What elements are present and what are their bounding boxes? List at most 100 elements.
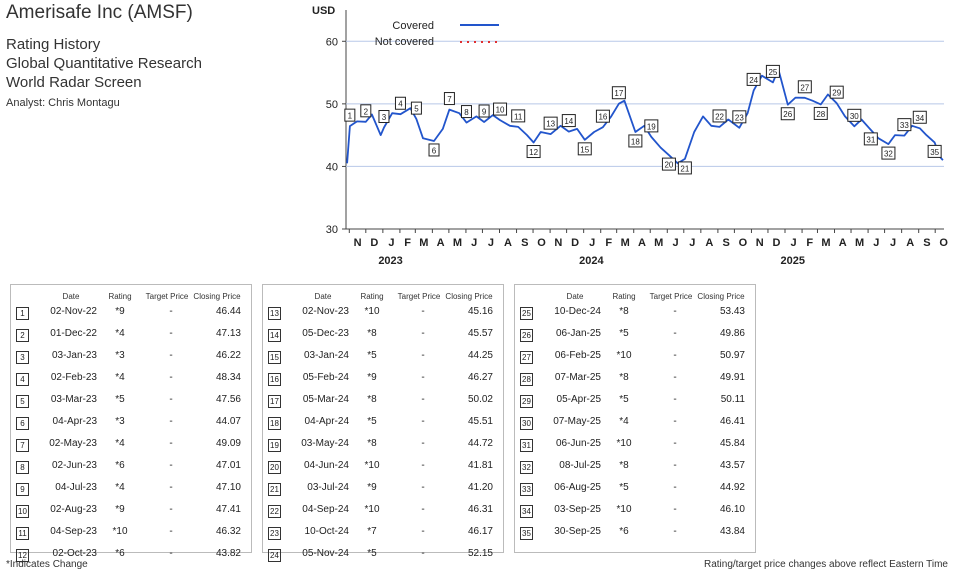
closing-price-cell: 45.16 (467, 306, 493, 317)
date-cell: 03-May-24 (301, 438, 349, 449)
date-cell: 02-Oct-23 (52, 548, 97, 559)
target-price-cell: - (421, 394, 425, 405)
rating-marker-label: 11 (514, 112, 523, 121)
rating-cell: *5 (619, 394, 629, 405)
rating-marker-label: 25 (768, 68, 777, 77)
date-cell: 02-May-23 (49, 438, 97, 449)
target-price-cell: - (169, 438, 173, 449)
rating-marker (410, 101, 422, 115)
x-tick-label: F (806, 237, 813, 249)
rating-marker-label: 5 (414, 105, 419, 114)
rating-cell: *5 (619, 328, 629, 339)
closing-price-cell: 47.13 (215, 328, 241, 339)
rating-marker-label: 19 (647, 122, 656, 131)
column-header-rating: Rating (108, 292, 132, 301)
rating-marker-label: 10 (496, 106, 505, 115)
target-price-cell: - (421, 416, 425, 427)
table-row: 30 07-May-25 *4 - 46.41 (515, 412, 755, 434)
rating-marker (394, 96, 406, 110)
date-cell: 07-Mar-25 (554, 372, 601, 383)
x-year-label: 2023 (378, 255, 402, 267)
target-price-cell: - (673, 526, 677, 537)
x-tick-label: S (923, 237, 930, 249)
rating-cell: *10 (616, 504, 632, 515)
rating-marker-label: 13 (546, 120, 555, 129)
date-cell: 04-Jul-23 (55, 482, 97, 493)
target-price-cell: - (673, 328, 677, 339)
timezone-note: Rating/target price changes above reflec… (703, 559, 948, 570)
row-number-box: 27 (520, 351, 533, 364)
row-number-box: 10 (16, 505, 29, 518)
date-cell: 05-Nov-24 (302, 548, 349, 559)
rating-table-panel-1: Date Rating Target Price Closing Price 1 02-N… (10, 284, 252, 562)
table-row: 16 05-Feb-24 *9 - 46.27 (263, 368, 503, 390)
target-price-cell: - (421, 504, 425, 515)
x-tick-label: A (705, 237, 713, 249)
table-row: 34 03-Sep-25 *10 - 46.10 (515, 500, 755, 522)
rating-cell: *10 (364, 504, 380, 515)
rating-table-panel-3: Date Rating Target Price Closing Price 25 10-… (514, 284, 756, 553)
target-price-cell: - (169, 328, 173, 339)
rating-marker (813, 106, 828, 120)
rating-marker (561, 114, 576, 128)
target-price-cell: - (673, 350, 677, 361)
rating-cell: *9 (115, 306, 125, 317)
closing-price-cell: 50.97 (719, 350, 745, 361)
x-tick-label: N (756, 237, 764, 249)
table-row: 21 03-Jul-24 *9 - 41.20 (263, 478, 503, 500)
closing-price-cell: 44.72 (467, 438, 493, 449)
rating-marker (881, 146, 896, 160)
rating-marker (863, 132, 878, 146)
x-tick-label: M (654, 237, 663, 249)
date-cell: 03-Jan-23 (51, 350, 97, 361)
column-header-date: Date (566, 292, 584, 301)
table-row: 23 10-Oct-24 *7 - 46.17 (263, 522, 503, 544)
rating-cell: *8 (619, 372, 629, 383)
x-tick-label: J (388, 237, 394, 249)
rating-marker-label: 3 (382, 113, 387, 122)
row-number-box: 17 (268, 395, 281, 408)
table-row: 13 02-Nov-23 *10 - 45.16 (263, 302, 503, 324)
target-price-cell: - (169, 350, 173, 361)
rating-cell: *3 (115, 350, 125, 361)
table-row: 4 02-Feb-23 *4 - 48.34 (11, 368, 251, 390)
table-row: 15 03-Jan-24 *5 - 44.25 (263, 346, 503, 368)
table-row: 31 06-Jun-25 *10 - 45.84 (515, 434, 755, 456)
date-cell: 04-Sep-24 (302, 504, 349, 515)
target-price-cell: - (673, 372, 677, 383)
table-row: 27 06-Feb-25 *10 - 50.97 (515, 346, 755, 368)
target-price-cell: - (421, 460, 425, 471)
closing-price-cell: 41.81 (467, 460, 493, 471)
rating-marker-label: 7 (447, 95, 452, 104)
row-number-box: 28 (520, 373, 533, 386)
x-tick-label: S (722, 237, 729, 249)
date-cell: 10-Dec-24 (554, 306, 601, 317)
x-tick-label: M (855, 237, 864, 249)
x-tick-label: A (906, 237, 914, 249)
rating-marker (912, 110, 927, 124)
column-header-target: Target Price (649, 292, 693, 301)
rating-cell: *4 (115, 438, 125, 449)
closing-price-cell: 45.84 (719, 438, 745, 449)
row-number-box: 14 (268, 329, 281, 342)
rating-cell: *5 (115, 394, 125, 405)
table-row: 22 04-Sep-24 *10 - 46.31 (263, 500, 503, 522)
table-row: 1 02-Nov-22 *9 - 46.44 (11, 302, 251, 324)
closing-price-cell: 52.15 (467, 548, 493, 559)
closing-price-cell: 43.84 (719, 526, 745, 537)
column-header-closing: Closing Price (445, 292, 493, 301)
row-number-box: 5 (16, 395, 29, 408)
x-tick-label: J (672, 237, 678, 249)
row-number-box: 26 (520, 329, 533, 342)
closing-price-cell: 49.09 (215, 438, 241, 449)
rating-cell: *4 (115, 482, 125, 493)
row-number-box: 15 (268, 351, 281, 364)
closing-price-cell: 47.10 (215, 482, 241, 493)
rating-marker-label: 18 (631, 137, 640, 146)
rating-cell: *4 (115, 328, 125, 339)
rating-cell: *10 (364, 306, 380, 317)
target-price-cell: - (169, 394, 173, 405)
table-row: 5 03-Mar-23 *5 - 47.56 (11, 390, 251, 412)
date-cell: 05-Mar-24 (302, 394, 349, 405)
table-row: 29 05-Apr-25 *5 - 50.11 (515, 390, 755, 412)
